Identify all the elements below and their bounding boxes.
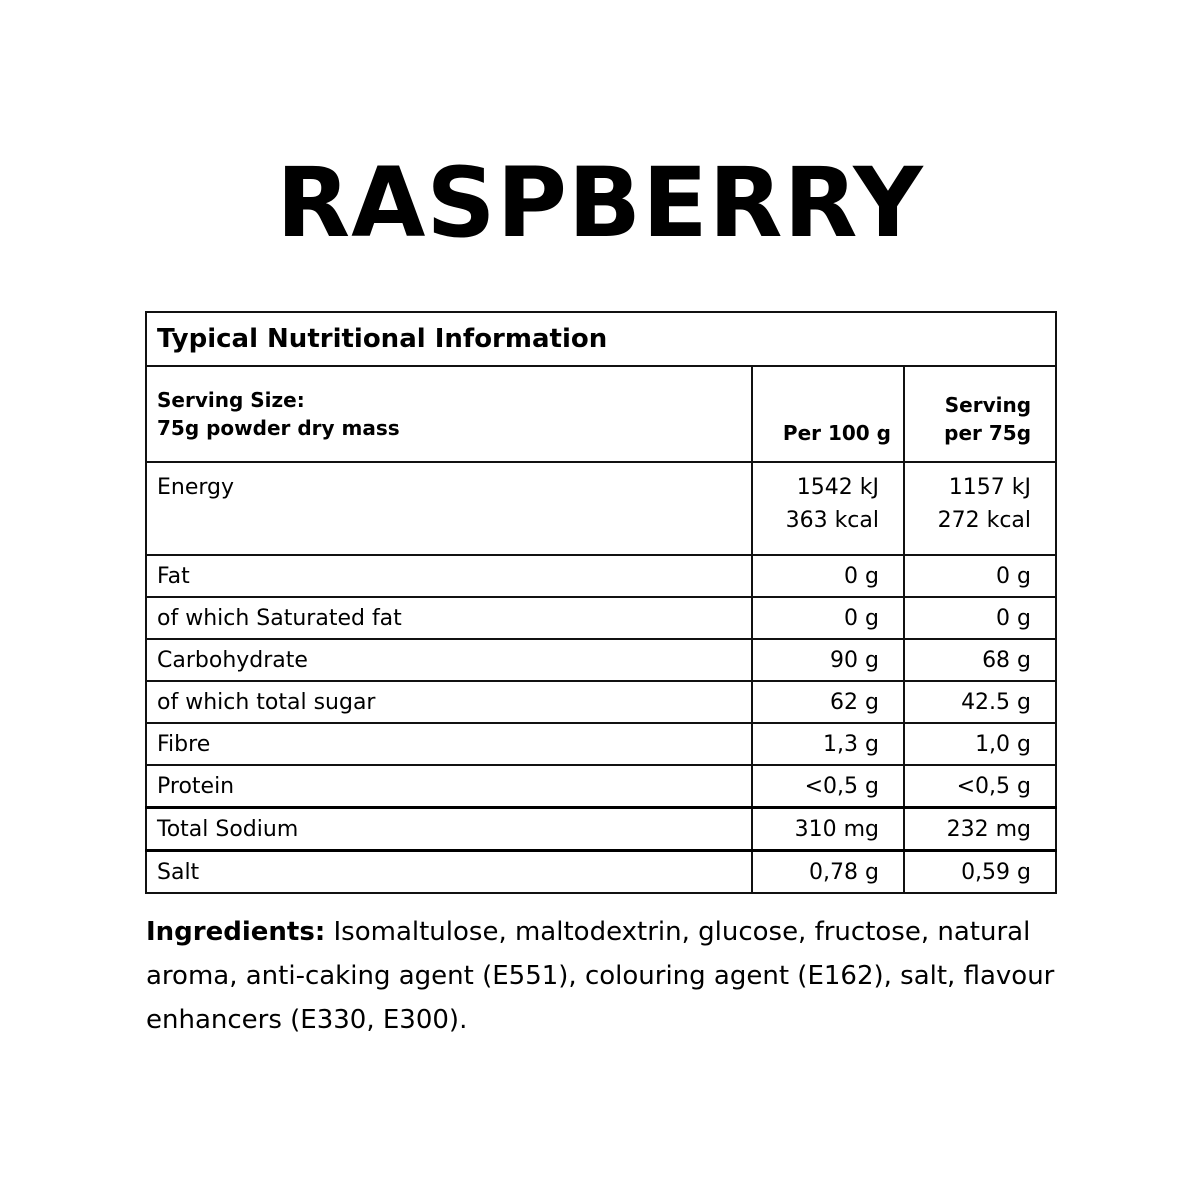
table-caption: Typical Nutritional Information: [144, 311, 1058, 367]
table-row: Salt 0,78 g 0,59 g: [145, 849, 1058, 894]
table-row: Energy 1542 kJ 363 kcal 1157 kJ 272 kcal: [145, 461, 1058, 556]
per100-value: 0,78 g: [751, 849, 905, 894]
table-row: Total Sodium 310 mg 232 mg: [145, 806, 1058, 852]
table-row: of which total sugar 62 g 42.5 g: [145, 680, 1058, 724]
table-header-row: Serving Size: 75g powder dry mass Per 100…: [145, 365, 1058, 463]
col-per-serving-line1: Serving: [944, 393, 1032, 417]
serving-kj: 1157 kJ: [948, 475, 1032, 500]
per100-value: 0 g: [751, 554, 905, 598]
row-label: of which Saturated fat: [145, 596, 753, 640]
serving-value: 232 mg: [902, 806, 1058, 852]
table-row: Fibre 1,3 g 1,0 g: [145, 722, 1058, 766]
serving-kcal: 272 kcal: [937, 508, 1032, 533]
serving-value: 1157 kJ 272 kcal: [902, 461, 1058, 556]
serving-size-value: 75g powder dry mass: [157, 416, 400, 440]
col-per-serving-line2: per 75g: [944, 421, 1032, 445]
serving-value: 42.5 g: [902, 680, 1058, 724]
serving-size-cell: Serving Size: 75g powder dry mass: [145, 365, 753, 463]
row-label: Fat: [145, 554, 753, 598]
row-label: Salt: [145, 849, 753, 894]
nutrition-table: Typical Nutritional Information Serving …: [144, 311, 1058, 894]
serving-value: 0,59 g: [902, 849, 1058, 894]
row-label: of which total sugar: [145, 680, 753, 724]
per100-value: 310 mg: [751, 806, 905, 852]
ingredients-list: Isomaltulose, maltodextrin, glucose, fru…: [146, 917, 1055, 1035]
per100-value: 90 g: [751, 638, 905, 682]
serving-value: 0 g: [902, 554, 1058, 598]
table-row: Protein <0,5 g <0,5 g: [145, 764, 1058, 809]
col-per-serving: Serving per 75g: [902, 365, 1058, 463]
per100-value: 1542 kJ 363 kcal: [751, 461, 905, 556]
per100-value: 62 g: [751, 680, 905, 724]
product-title: RASPBERRY: [276, 147, 924, 259]
table-row: Carbohydrate 90 g 68 g: [145, 638, 1058, 682]
per100-value: <0,5 g: [751, 764, 905, 809]
row-label: Protein: [145, 764, 753, 809]
serving-value: 1,0 g: [902, 722, 1058, 766]
serving-value: 68 g: [902, 638, 1058, 682]
row-label: Carbohydrate: [145, 638, 753, 682]
row-label: Fibre: [145, 722, 753, 766]
serving-value: 0 g: [902, 596, 1058, 640]
ingredients-label: Ingredients:: [146, 917, 326, 947]
per100-value: 0 g: [751, 596, 905, 640]
row-label: Energy: [145, 461, 753, 556]
per100-value: 1,3 g: [751, 722, 905, 766]
per100-kcal: 363 kcal: [785, 508, 879, 533]
serving-value: <0,5 g: [902, 764, 1058, 809]
per100-kj: 1542 kJ: [796, 475, 879, 500]
col-per-100g: Per 100 g: [751, 365, 905, 463]
row-label: Total Sodium: [145, 806, 753, 852]
ingredients-text: Ingredients: Isomaltulose, maltodextrin,…: [146, 910, 1066, 1042]
serving-size-label: Serving Size:: [157, 388, 305, 412]
